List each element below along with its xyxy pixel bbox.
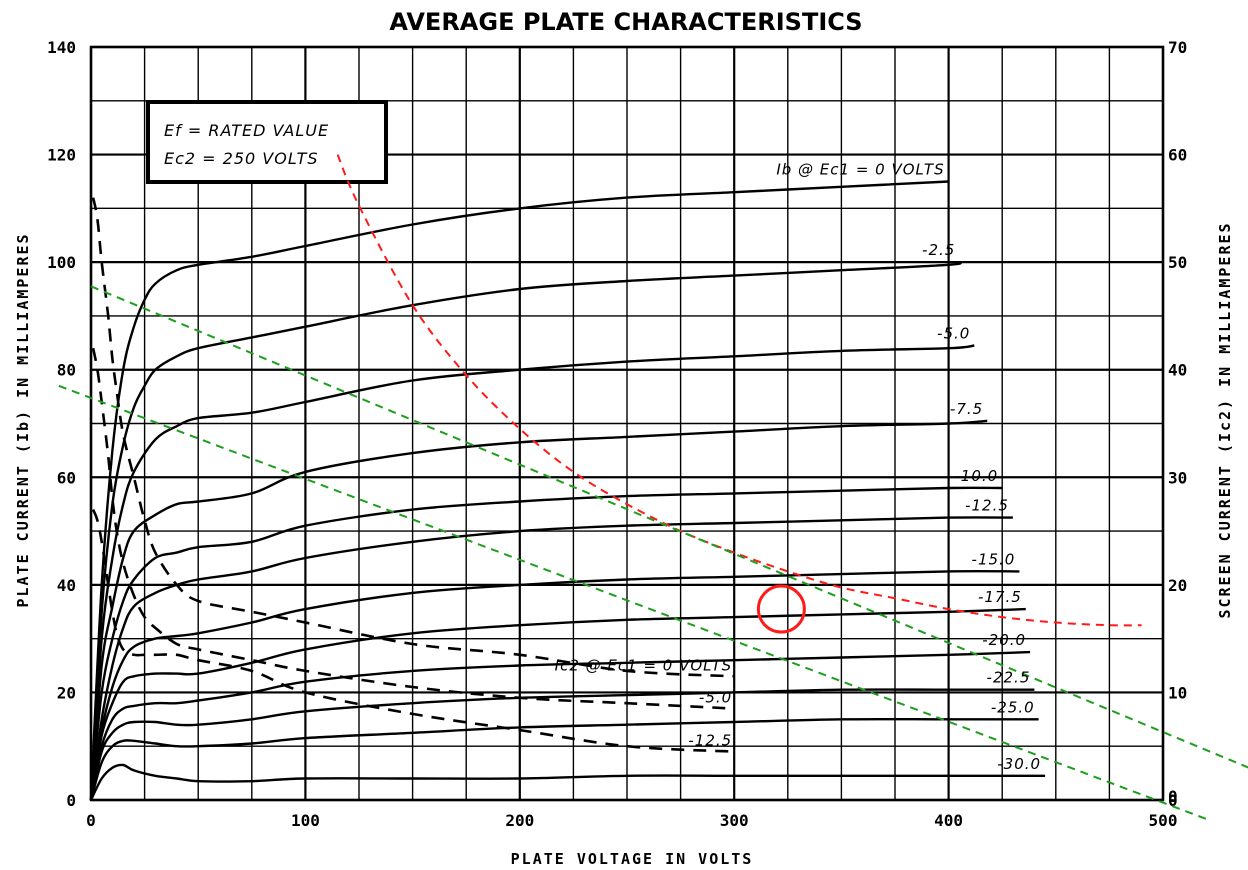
chart-title: AVERAGE PLATE CHARACTERISTICS — [389, 8, 862, 36]
y-tick-label: 120 — [47, 146, 76, 165]
y-tick-label: 60 — [57, 468, 76, 487]
condition-ec2: Ec2 = 250 VOLTS — [164, 149, 319, 168]
y-tick-label: 140 — [47, 38, 76, 57]
plate-curve-label: -2.5 — [922, 241, 955, 259]
plate-curve-label: -12.5 — [965, 497, 1009, 515]
screen-curve-label: Ic2 @ Ec1 = 0 VOLTS — [555, 656, 733, 674]
y2-tick-label: 30 — [1168, 468, 1187, 487]
plate-curve — [89, 688, 1035, 801]
screen-zero-label: 0 — [1168, 787, 1178, 806]
x-axis-label: PLATE VOLTAGE IN VOLTS — [511, 850, 754, 868]
conditions-box: Ef = RATED VALUE Ec2 = 250 VOLTS — [146, 100, 388, 184]
y-axis-ticks: 0 20 40 60 80 100 120 140 — [47, 38, 76, 810]
plate-curve-label: -25.0 — [991, 698, 1035, 716]
plate-curve-label: -15.0 — [972, 550, 1016, 568]
y-tick-label: 80 — [57, 361, 76, 380]
y-tick-label: 100 — [47, 253, 76, 272]
overlay-lines — [58, 154, 1248, 820]
plate-curve-label: -10.0 — [954, 467, 998, 485]
x-tick-label: 400 — [934, 811, 963, 830]
screen-curve-label: -5.0 — [699, 689, 732, 707]
x-tick-label: 100 — [291, 811, 320, 830]
y-tick-label: 20 — [57, 683, 76, 702]
plate-curve — [89, 344, 975, 801]
x-tick-label: 0 — [86, 811, 96, 830]
curve-labels: Ib @ Ec1 = 0 VOLTS -2.5 -5.0 -7.5 -10.0 -12.5… — [555, 160, 1178, 806]
screen-curve — [91, 197, 735, 678]
plate-curve-label: Ib @ Ec1 = 0 VOLTS — [776, 160, 944, 178]
plate-curve — [89, 717, 1039, 801]
screen-curve — [91, 347, 735, 710]
operating-point-marker — [756, 584, 806, 634]
plate-curve-label: -22.5 — [987, 669, 1031, 687]
screen-curves — [91, 197, 735, 753]
y2-axis-label: SCREEN CURRENT (Ic2) IN MILLIAMPERES — [1216, 221, 1234, 618]
x-tick-label: 300 — [720, 811, 749, 830]
plate-curves — [89, 180, 1046, 801]
screen-curve-label: -12.5 — [688, 732, 732, 750]
plot-frame — [89, 45, 1165, 802]
plate-curve — [89, 763, 1046, 801]
plate-curve — [89, 419, 988, 801]
max-dissipation-curve — [336, 154, 1142, 627]
plate-curve — [89, 570, 1020, 801]
plate-curve-label: -17.5 — [978, 588, 1022, 606]
plate-curve-label: -7.5 — [950, 400, 983, 418]
plate-curve — [89, 607, 1026, 801]
plate-curve — [89, 260, 962, 801]
y-axis-label: PLATE CURRENT (Ib) IN MILLIAMPERES — [14, 232, 32, 607]
plate-curve-label: -5.0 — [937, 325, 970, 343]
x-tick-label: 200 — [505, 811, 534, 830]
y-tick-label: 40 — [57, 576, 76, 595]
plate-curve — [89, 516, 1013, 801]
y2-tick-label: 20 — [1168, 576, 1187, 595]
plate-curve-label: -20.0 — [982, 631, 1026, 649]
plate-curve — [89, 180, 949, 801]
y2-tick-label: 70 — [1168, 38, 1187, 57]
y2-tick-label: 0 — [1168, 791, 1178, 810]
y2-tick-label: 10 — [1168, 683, 1187, 702]
y2-tick-label: 40 — [1168, 361, 1187, 380]
y2-axis-ticks: 0 10 20 30 40 50 60 70 — [1168, 38, 1187, 810]
x-tick-label: 500 — [1149, 811, 1178, 830]
plate-curve-label: -30.0 — [997, 755, 1041, 773]
y2-tick-label: 60 — [1168, 146, 1187, 165]
plate-curve — [89, 650, 1031, 801]
y-tick-label: 0 — [66, 791, 76, 810]
screen-curve — [91, 509, 735, 753]
x-axis-ticks: 0 100 200 300 400 500 — [86, 811, 1177, 830]
condition-ef: Ef = RATED VALUE — [164, 121, 329, 140]
plate-curve — [89, 486, 1003, 801]
y2-tick-label: 50 — [1168, 253, 1187, 272]
